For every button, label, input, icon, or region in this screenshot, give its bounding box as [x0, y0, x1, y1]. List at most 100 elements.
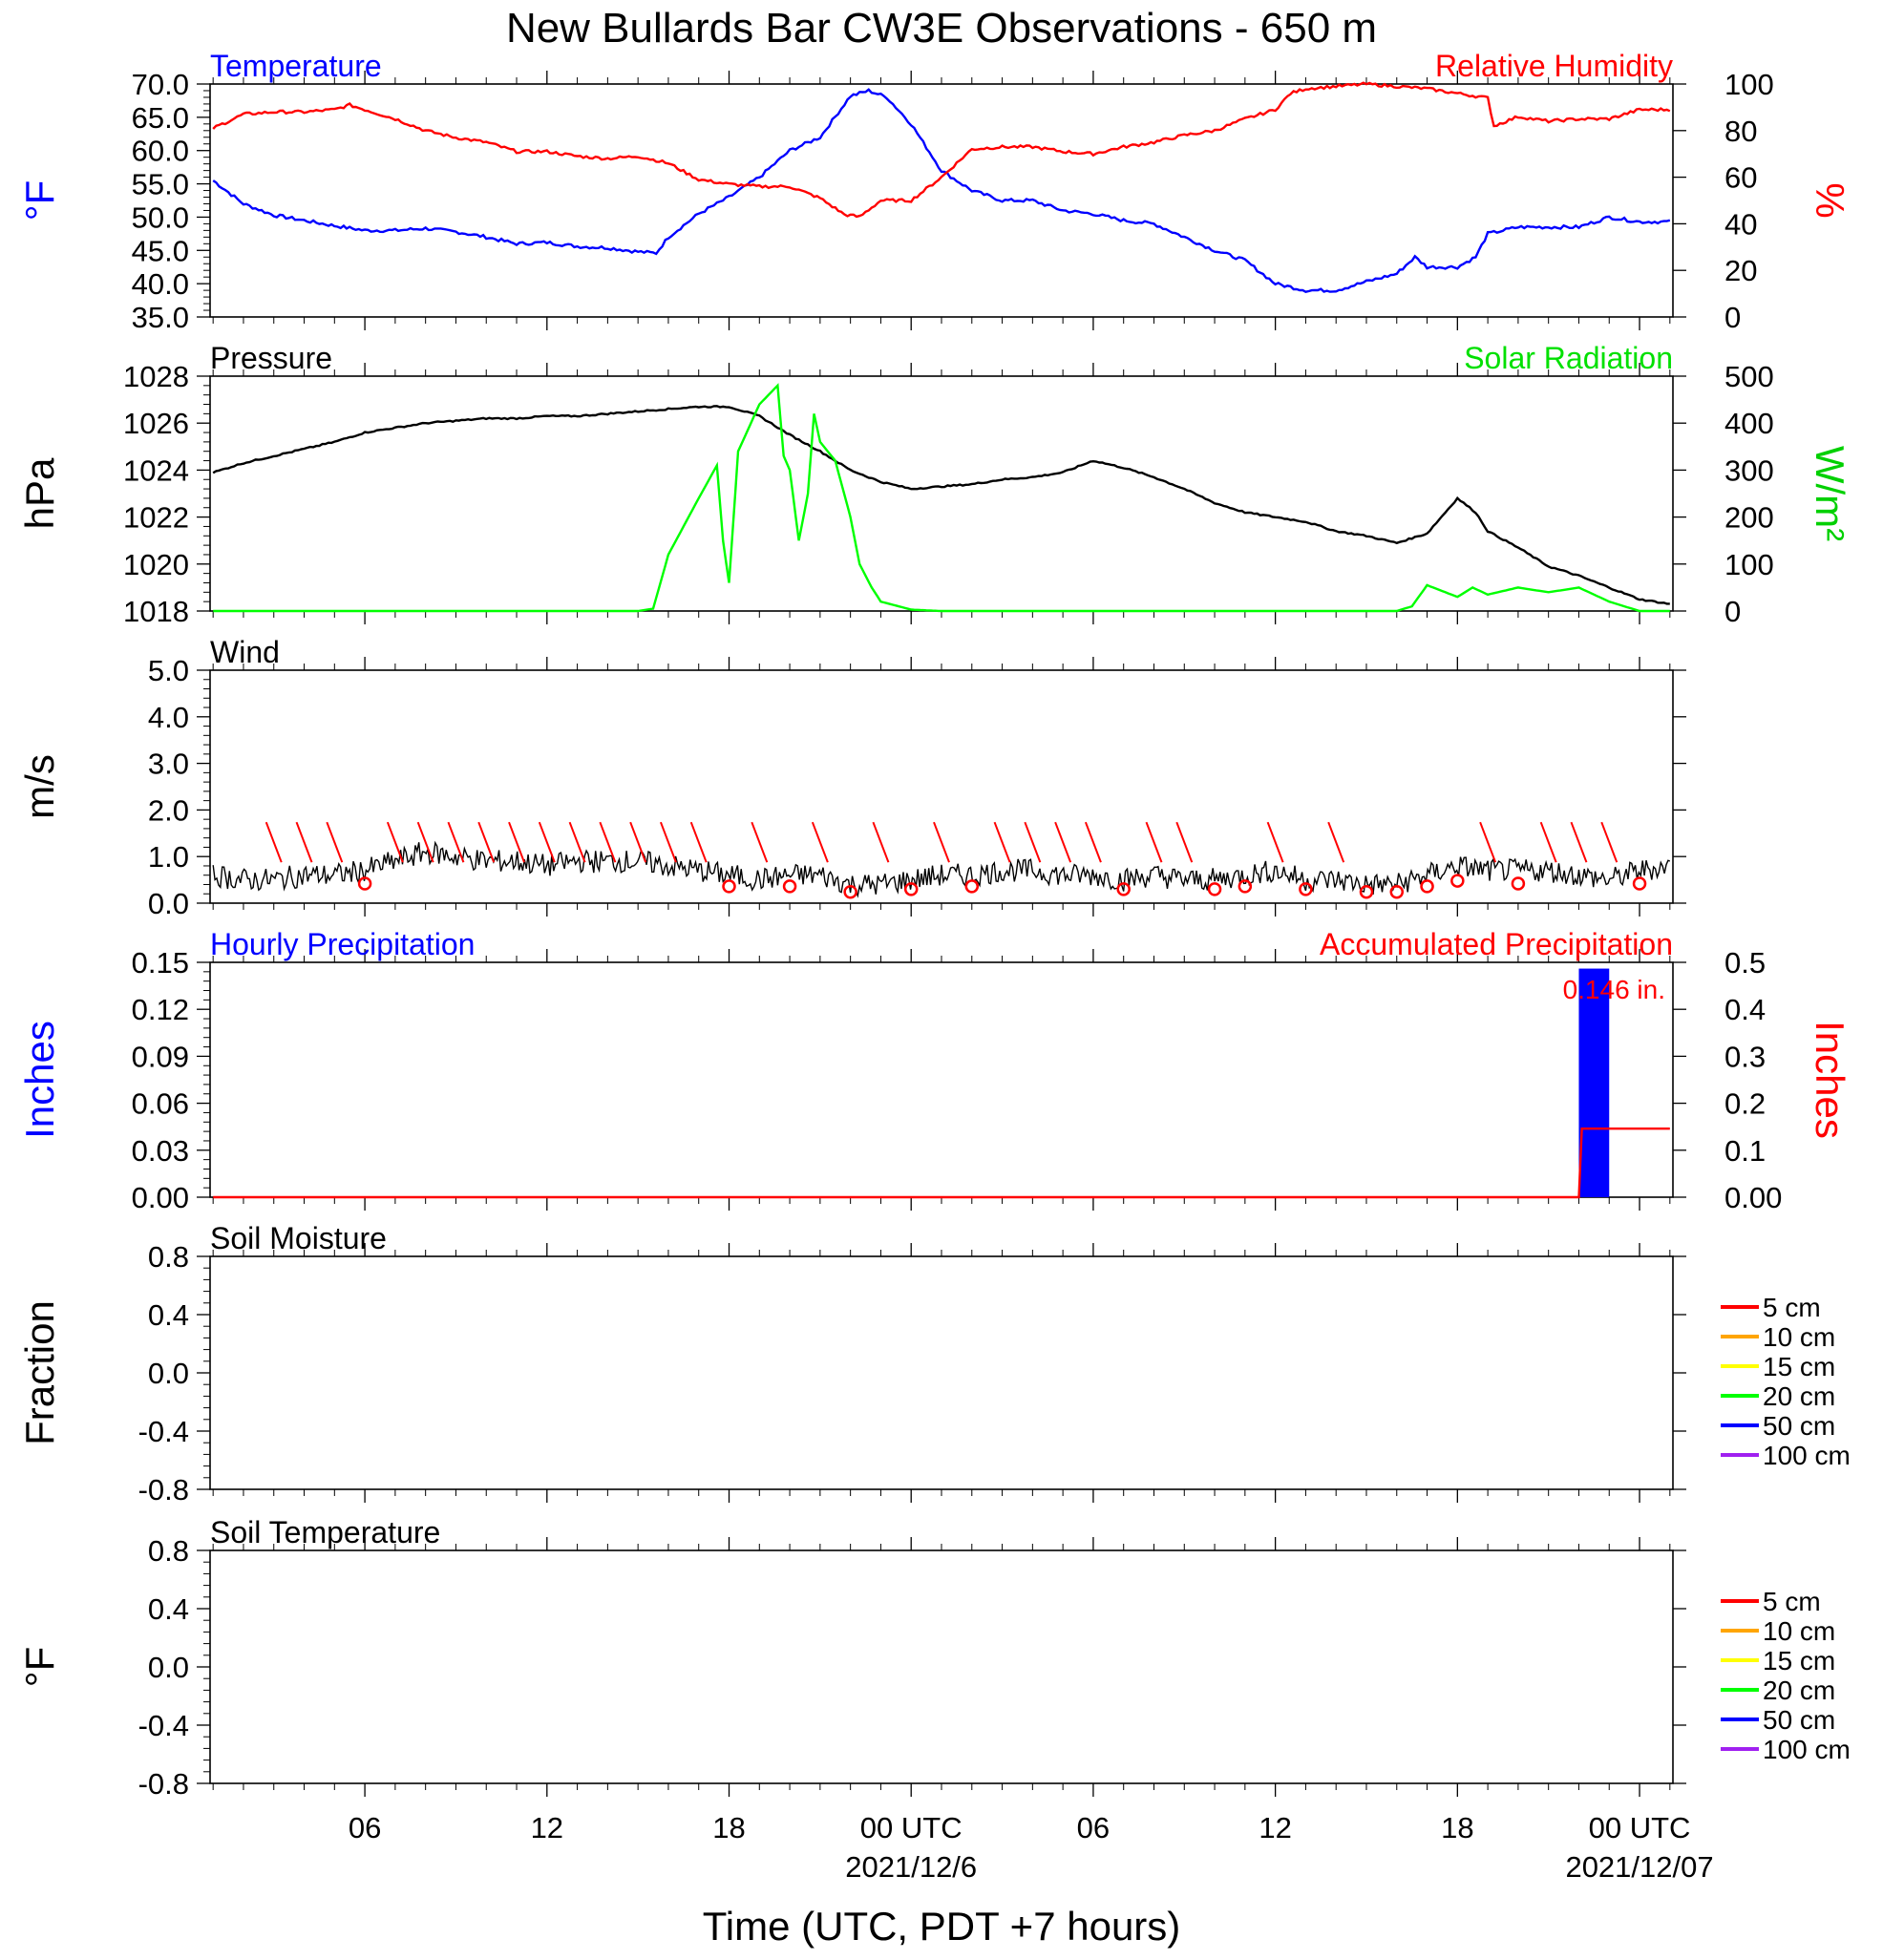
- right-tick-label: 100: [1724, 548, 1774, 581]
- wind-barb: [933, 821, 950, 863]
- wind-barb: [477, 821, 496, 863]
- left-tick-label: 60.0: [132, 135, 189, 168]
- left-tick-label: 0.15: [132, 946, 189, 980]
- wind-barb: [1600, 821, 1619, 863]
- left-tick-label: 1018: [123, 595, 189, 628]
- left-tick-label: -0.8: [138, 1473, 189, 1507]
- calm-marker: [1450, 874, 1465, 888]
- x-axis-label: Time (UTC, PDT +7 hours): [703, 1904, 1181, 1949]
- left-tick-label: 0.12: [132, 993, 189, 1026]
- wind-barb: [599, 821, 617, 863]
- x-date-label: 2021/12/07: [1565, 1850, 1713, 1884]
- x-tick-label: 00 UTC: [1589, 1811, 1691, 1844]
- left-tick-label: 0.0: [148, 1357, 189, 1390]
- x-date-label: 2021/12/6: [845, 1850, 977, 1884]
- left-tick-label: 45.0: [132, 234, 189, 267]
- left-tick-label: 0.0: [148, 887, 189, 920]
- panel-frame: [209, 961, 1674, 1198]
- left-tick-label: 0.09: [132, 1040, 189, 1073]
- legend-label: 10 cm: [1763, 1616, 1835, 1646]
- wind-barb: [811, 821, 829, 863]
- wind-barb: [751, 821, 769, 863]
- panel-frame: [209, 1255, 1674, 1490]
- legend-label: 50 cm: [1763, 1705, 1835, 1735]
- calm-marker: [903, 882, 919, 896]
- wind-barb: [386, 821, 404, 863]
- legend-label: 20 cm: [1763, 1381, 1835, 1411]
- panel-temp_rh: 70.065.060.055.050.045.040.035.0 100 80 60 4…: [17, 49, 1852, 334]
- y-axis-label-left: hPa: [17, 457, 62, 529]
- panel-title-right: Relative Humidity: [1435, 49, 1673, 83]
- right-tick-label: 0.3: [1724, 1040, 1766, 1073]
- panel-frame: [209, 375, 1674, 612]
- x-tick-label: 12: [1259, 1811, 1291, 1844]
- right-tick-label: 200: [1724, 501, 1774, 535]
- panel-title-left: Wind: [210, 635, 280, 669]
- legend-label: 10 cm: [1763, 1322, 1835, 1352]
- legend-label: 5 cm: [1763, 1293, 1821, 1322]
- left-tick-label: 70.0: [132, 68, 189, 101]
- left-tick-label: 0.8: [148, 1534, 189, 1568]
- legend-label: 15 cm: [1763, 1352, 1835, 1381]
- legend-label: 5 cm: [1763, 1587, 1821, 1616]
- right-tick-label: 60: [1724, 161, 1757, 195]
- left-tick-label: 0.4: [148, 1298, 189, 1332]
- wind-barb: [1054, 821, 1072, 863]
- left-tick-label: -0.8: [138, 1767, 189, 1801]
- wind-barb: [689, 821, 708, 863]
- left-tick-label: 50.0: [132, 200, 189, 234]
- wind-barb: [447, 821, 465, 863]
- right-tick-label: 80: [1724, 115, 1757, 148]
- calm-marker: [1420, 879, 1434, 894]
- left-tick-label: -0.4: [138, 1415, 189, 1448]
- panel-title-right: Solar Radiation: [1464, 341, 1673, 375]
- wind-barb: [508, 821, 525, 863]
- right-tick-label: 20: [1724, 254, 1757, 287]
- right-tick-label: 100: [1724, 68, 1774, 101]
- right-tick-label: 400: [1724, 407, 1774, 440]
- wind-barb: [538, 821, 556, 863]
- x-tick-label: 00 UTC: [860, 1811, 963, 1844]
- right-tick-label: 0: [1724, 301, 1741, 334]
- calm-marker: [1511, 876, 1526, 891]
- panel-wind: 5.0 4.0 3.0 2.0 1.0 0.0 Wind m/s: [17, 635, 1686, 920]
- right-tick-label: 0.00: [1724, 1181, 1782, 1214]
- series-line: [212, 88, 1671, 293]
- left-tick-label: 0.00: [132, 1181, 189, 1214]
- right-tick-label: 0.1: [1724, 1134, 1766, 1168]
- calm-marker: [1116, 882, 1131, 896]
- wind-barb: [993, 821, 1011, 863]
- legend-label: 50 cm: [1763, 1411, 1835, 1441]
- legend-label: 100 cm: [1763, 1441, 1851, 1470]
- wind-barb: [416, 821, 434, 863]
- left-tick-label: 1026: [123, 407, 189, 440]
- panel-title-left: Temperature: [210, 49, 382, 83]
- left-tick-label: 0.8: [148, 1240, 189, 1274]
- left-tick-label: 1022: [123, 501, 189, 535]
- right-tick-label: 0.4: [1724, 993, 1766, 1026]
- left-tick-label: 3.0: [148, 748, 189, 781]
- left-tick-label: 0.0: [148, 1651, 189, 1684]
- legend-label: 100 cm: [1763, 1735, 1851, 1764]
- calm-marker: [964, 879, 980, 894]
- right-tick-label: 0: [1724, 595, 1741, 628]
- panel-title-right: Accumulated Precipitation: [1320, 927, 1673, 961]
- precip-total-annotation: 0.146 in.: [1563, 975, 1665, 1004]
- left-tick-label: 0.4: [148, 1592, 189, 1626]
- panel-frame: [209, 83, 1674, 318]
- wind-barb: [264, 821, 283, 863]
- calm-marker: [357, 876, 372, 891]
- panel-title-left: Pressure: [210, 341, 332, 375]
- calm-marker: [782, 879, 797, 894]
- y-axis-label-left: °F: [17, 1647, 62, 1687]
- left-tick-label: 0.03: [132, 1134, 189, 1168]
- y-axis-label-right: %: [1808, 182, 1852, 218]
- wind-barb: [568, 821, 586, 863]
- x-tick-label: 06: [1077, 1811, 1110, 1844]
- calm-marker: [1207, 882, 1222, 896]
- panel-soil_moisture: 0.8 0.4 0.0 -0.4 -0.8 Soil Moisture Fraction 5 …: [17, 1221, 1851, 1507]
- panels: 70.065.060.055.050.045.040.035.0 100 80 60 4…: [17, 49, 1852, 1801]
- calm-marker: [1238, 879, 1253, 894]
- wind-barb: [1570, 821, 1588, 863]
